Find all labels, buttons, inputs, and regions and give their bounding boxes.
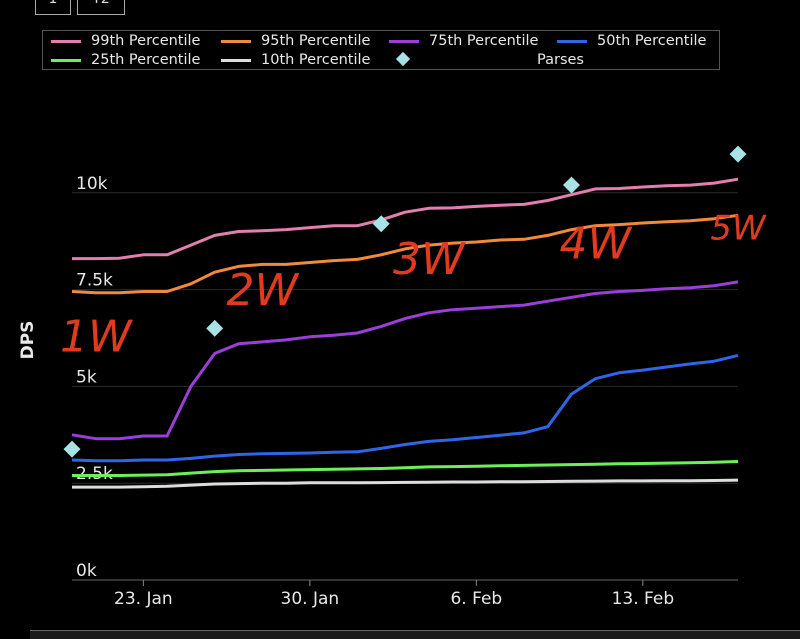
annotation-3w: 3W (393, 234, 466, 285)
tab-2[interactable]: T2 (77, 0, 125, 15)
legend-label-parses: Parses (537, 52, 584, 68)
x-tick-label: 23. Jan (114, 589, 173, 609)
series-line-95th (71, 213, 739, 295)
parse-point (63, 440, 81, 458)
legend-label-95th: 95th Percentile (261, 33, 371, 49)
x-tick-label: 30. Jan (281, 589, 340, 609)
annotation-5w: 5W (710, 208, 767, 248)
tab-1-label: 1 (49, 0, 58, 7)
series-line-75th (71, 280, 739, 441)
series-line-99th (72, 177, 739, 261)
annotation-1w: 1W (60, 312, 133, 363)
tab-2-label: T2 (92, 0, 109, 7)
legend-item-parses[interactable]: Parses (389, 51, 609, 69)
legend-swatch-10th (221, 59, 251, 62)
y-tick-label: 10k (76, 174, 108, 194)
y-tick-label: 5k (76, 367, 97, 387)
annotation-2w: 2W (227, 265, 300, 316)
bottom-bar (30, 630, 800, 639)
y-tick-label: 7.5k (76, 271, 113, 291)
annotation-4w: 4W (560, 219, 633, 270)
chart-legend: 99th Percentile 95th Percentile 75th Per… (42, 30, 720, 70)
legend-swatch-50th (557, 40, 587, 43)
legend-swatch-99th (51, 40, 81, 43)
legend-swatch-25th (51, 59, 81, 62)
legend-swatch-95th (221, 40, 251, 43)
legend-label-25th: 25th Percentile (91, 52, 201, 68)
series-line-50th (71, 353, 739, 463)
x-tick-label: 6. Feb (450, 589, 502, 609)
parse-point (729, 145, 747, 163)
tab-1[interactable]: 1 (35, 0, 71, 15)
legend-label-99th: 99th Percentile (91, 33, 201, 49)
legend-label-10th: 10th Percentile (261, 52, 371, 68)
series-line-25th (72, 460, 739, 477)
parse-point (563, 176, 580, 194)
x-tick-label: 13. Feb (612, 589, 675, 609)
series-line-10th (72, 478, 739, 489)
parse-point (372, 215, 390, 233)
legend-label-50th: 50th Percentile (597, 33, 707, 49)
legend-swatch-75th (389, 40, 419, 43)
y-tick-label: 0k (76, 561, 97, 581)
legend-label-75th: 75th Percentile (429, 33, 539, 49)
parse-point (206, 319, 224, 337)
